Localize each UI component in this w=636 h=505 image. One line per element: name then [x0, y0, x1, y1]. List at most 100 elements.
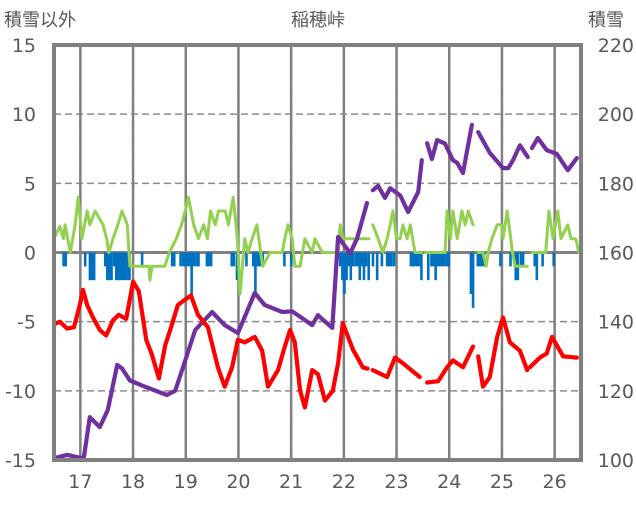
bar: [499, 252, 502, 267]
bar: [371, 252, 375, 267]
right-tick-label: 140: [598, 312, 634, 334]
bar: [509, 252, 512, 267]
green-series-line: [52, 195, 581, 296]
left-tick-label: -5: [17, 312, 36, 334]
bar: [188, 252, 191, 267]
right-tick-label: 120: [598, 381, 634, 403]
bar: [235, 252, 239, 281]
bar: [117, 252, 120, 281]
bar: [521, 252, 525, 267]
bar: [409, 252, 413, 267]
bar: [447, 252, 451, 267]
left-tick-label: 10: [12, 104, 36, 126]
bar: [254, 252, 257, 294]
bar: [436, 252, 440, 267]
left-tick-label: -15: [5, 450, 36, 472]
bar: [112, 252, 116, 267]
bar: [418, 252, 421, 267]
bar: [364, 252, 368, 267]
bar: [197, 252, 200, 267]
bar: [349, 252, 353, 281]
bar: [413, 252, 417, 267]
plot-frame: [52, 43, 583, 462]
bar: [354, 252, 357, 267]
bar: [541, 252, 544, 267]
bar: [230, 252, 233, 267]
bar: [92, 252, 96, 281]
bar: [380, 252, 384, 267]
bar: [64, 252, 67, 267]
bar: [341, 252, 344, 281]
left-tick-label: 5: [24, 173, 36, 195]
right-tick-label: 160: [598, 243, 634, 265]
bar: [343, 252, 346, 294]
bar: [375, 252, 379, 281]
right-tick-label: 100: [598, 450, 634, 472]
bar: [471, 252, 475, 308]
bar: [552, 252, 555, 267]
bar: [442, 252, 446, 267]
left-tick-label: -10: [5, 381, 36, 403]
bar: [478, 252, 482, 267]
bar: [360, 252, 364, 267]
bar: [179, 252, 182, 267]
bar: [90, 252, 94, 281]
bar: [209, 252, 213, 267]
bar: [110, 252, 113, 281]
bar: [387, 252, 391, 267]
bar: [338, 252, 342, 267]
left-axis-title: 積雪以外: [4, 10, 76, 31]
bar: [126, 252, 129, 281]
bar: [362, 252, 366, 281]
bar: [184, 252, 187, 267]
line-series: [51, 122, 581, 461]
left-tick-label: 0: [24, 243, 36, 265]
bar: [356, 252, 359, 267]
bar-series: [62, 252, 555, 308]
bar: [420, 252, 423, 281]
gridlines: [54, 45, 581, 460]
bar: [533, 252, 537, 267]
bar: [83, 252, 87, 267]
bar: [347, 252, 350, 267]
chart-title: 稲穂峠: [291, 10, 345, 31]
bar: [62, 252, 65, 267]
right-tick-label: 200: [598, 104, 634, 126]
bar: [181, 252, 185, 267]
bar: [170, 252, 174, 267]
bar: [426, 252, 430, 281]
right-axis-title: 積雪: [588, 10, 624, 31]
bar: [351, 252, 355, 267]
x-tick-label: 25: [490, 471, 514, 493]
red-series-line: [51, 279, 579, 410]
bar: [385, 252, 389, 267]
right-tick-label: 180: [598, 173, 634, 195]
bar: [358, 252, 362, 281]
bar: [192, 252, 196, 267]
x-tick-label: 19: [174, 471, 198, 493]
bar: [195, 252, 198, 267]
bar: [172, 252, 176, 267]
x-tick-label: 17: [68, 471, 92, 493]
bar: [411, 252, 415, 267]
x-tick-label: 22: [332, 471, 356, 493]
bar: [123, 252, 127, 281]
bar: [121, 252, 124, 281]
bar: [480, 252, 484, 267]
bar: [415, 252, 419, 267]
bar: [245, 252, 248, 267]
bar: [367, 252, 371, 281]
x-tick-label: 21: [279, 471, 303, 493]
bar: [289, 252, 293, 267]
x-tick-label: 24: [437, 471, 461, 493]
bar: [205, 252, 209, 267]
bar: [106, 252, 109, 281]
bar: [476, 252, 480, 267]
bar: [432, 252, 435, 267]
bar: [390, 252, 393, 267]
bar: [519, 252, 523, 267]
bar: [440, 252, 444, 267]
bar: [258, 252, 261, 267]
left-tick-label: 15: [12, 35, 36, 57]
